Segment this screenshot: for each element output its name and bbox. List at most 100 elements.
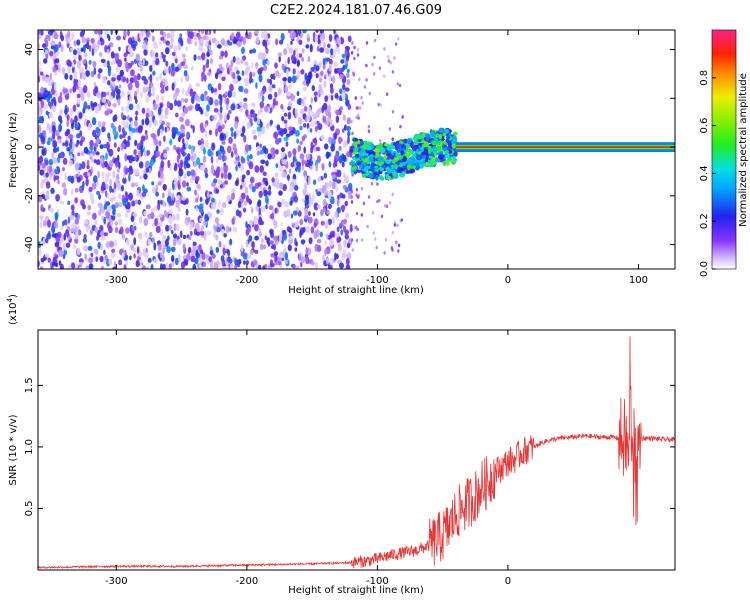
heatmap-cell [346,46,350,53]
heatmap-cell [219,105,223,114]
heatmap-cell [190,169,196,177]
heatmap-cell [117,146,120,152]
heatmap-cell [120,112,124,119]
heatmap-cell [62,167,65,172]
heatmap-cell [329,118,333,124]
heatmap-cell [174,66,180,72]
heatmap-cell [438,154,444,160]
heatmap-cell [193,228,197,236]
heatmap-cell [351,131,354,136]
heatmap-cell [320,70,324,77]
heatmap-cell [234,180,239,187]
x-tick-label: 0 [505,576,511,587]
heatmap-cell [171,255,175,262]
heatmap-cell [234,66,239,71]
heatmap-cell [162,192,165,199]
heatmap-cell [179,33,182,38]
heatmap-cell [430,131,435,138]
heatmap-cell [311,85,315,92]
heatmap-cell [177,42,181,51]
heatmap-cell [132,221,137,227]
heatmap-cell [400,218,403,222]
heatmap-cell [44,49,49,55]
heatmap-cell [154,206,158,211]
heatmap-cell [216,222,220,229]
heatmap-cell [374,237,377,241]
heatmap-cell [302,80,308,86]
heatmap-cell [219,145,223,150]
heatmap-cell [263,189,268,197]
heatmap-cell [75,143,79,148]
heatmap-cell [356,106,359,110]
heatmap-cell [146,204,151,210]
heatmap-cell [256,126,262,133]
heatmap-cell [373,72,376,76]
heatmap-cell [391,164,394,168]
heatmap-cell [216,209,220,214]
heatmap-cell [250,62,254,69]
heatmap-cell [144,117,150,126]
heatmap-cell [232,226,237,233]
heatmap-cell [322,207,326,213]
heatmap-cell [204,30,208,35]
heatmap-cell [59,92,63,97]
heatmap-cell [215,188,220,194]
heatmap-cell [269,240,274,245]
heatmap-cell [273,235,278,241]
heatmap-cell [252,72,256,77]
heatmap-cell [355,115,358,119]
heatmap-cell [285,133,291,138]
heatmap-cell [263,244,266,250]
heatmap-cell [129,255,132,261]
heatmap-cell [76,93,81,98]
heatmap-cell [140,144,144,150]
heatmap-cell [213,178,218,184]
heatmap-cell [158,221,163,228]
heatmap-cell [407,139,412,144]
heatmap-cell [223,164,229,173]
heatmap-cell [201,252,206,261]
heatmap-cell [131,200,136,207]
heatmap-cell [112,125,117,132]
heatmap-cell [426,133,430,138]
heatmap-cell [172,192,175,201]
heatmap-cell [74,232,79,240]
heatmap-cell [220,50,225,57]
heatmap-cell [441,144,448,148]
heatmap-cell [95,256,99,262]
heatmap-cell [245,221,248,229]
heatmap-cell [391,70,395,74]
heatmap-cell [52,157,58,164]
heatmap-cell [104,45,108,53]
heatmap-cell [119,226,124,235]
heatmap-cell [394,42,398,46]
heatmap-cell [76,47,80,56]
heatmap-cell [118,161,121,169]
heatmap-cell [292,68,296,75]
heatmap-cell [341,253,346,260]
heatmap-cell [171,82,175,91]
heatmap-cell [79,130,83,137]
heatmap-cell [371,210,375,215]
heatmap-cell [352,165,357,171]
heatmap-cell [292,178,297,183]
heatmap-cell [314,34,318,43]
heatmap-cell [215,158,219,164]
heatmap-cell [325,57,331,62]
heatmap-cell [385,159,391,165]
heatmap-cell [210,156,214,164]
heatmap-cell [297,117,303,125]
x-tick-label: -300 [105,576,128,587]
heatmap-cell [241,178,245,183]
heatmap-cell [358,77,361,82]
heatmap-cell [139,259,143,266]
heatmap-cell [152,186,156,193]
heatmap-cell [332,162,337,168]
heatmap-cell [319,78,322,83]
heatmap-cell [70,223,75,228]
heatmap-cell [206,230,212,236]
heatmap-cell [283,77,287,82]
heatmap-cell [323,189,328,196]
heatmap-cell [78,266,82,269]
heatmap-cell [136,103,141,111]
